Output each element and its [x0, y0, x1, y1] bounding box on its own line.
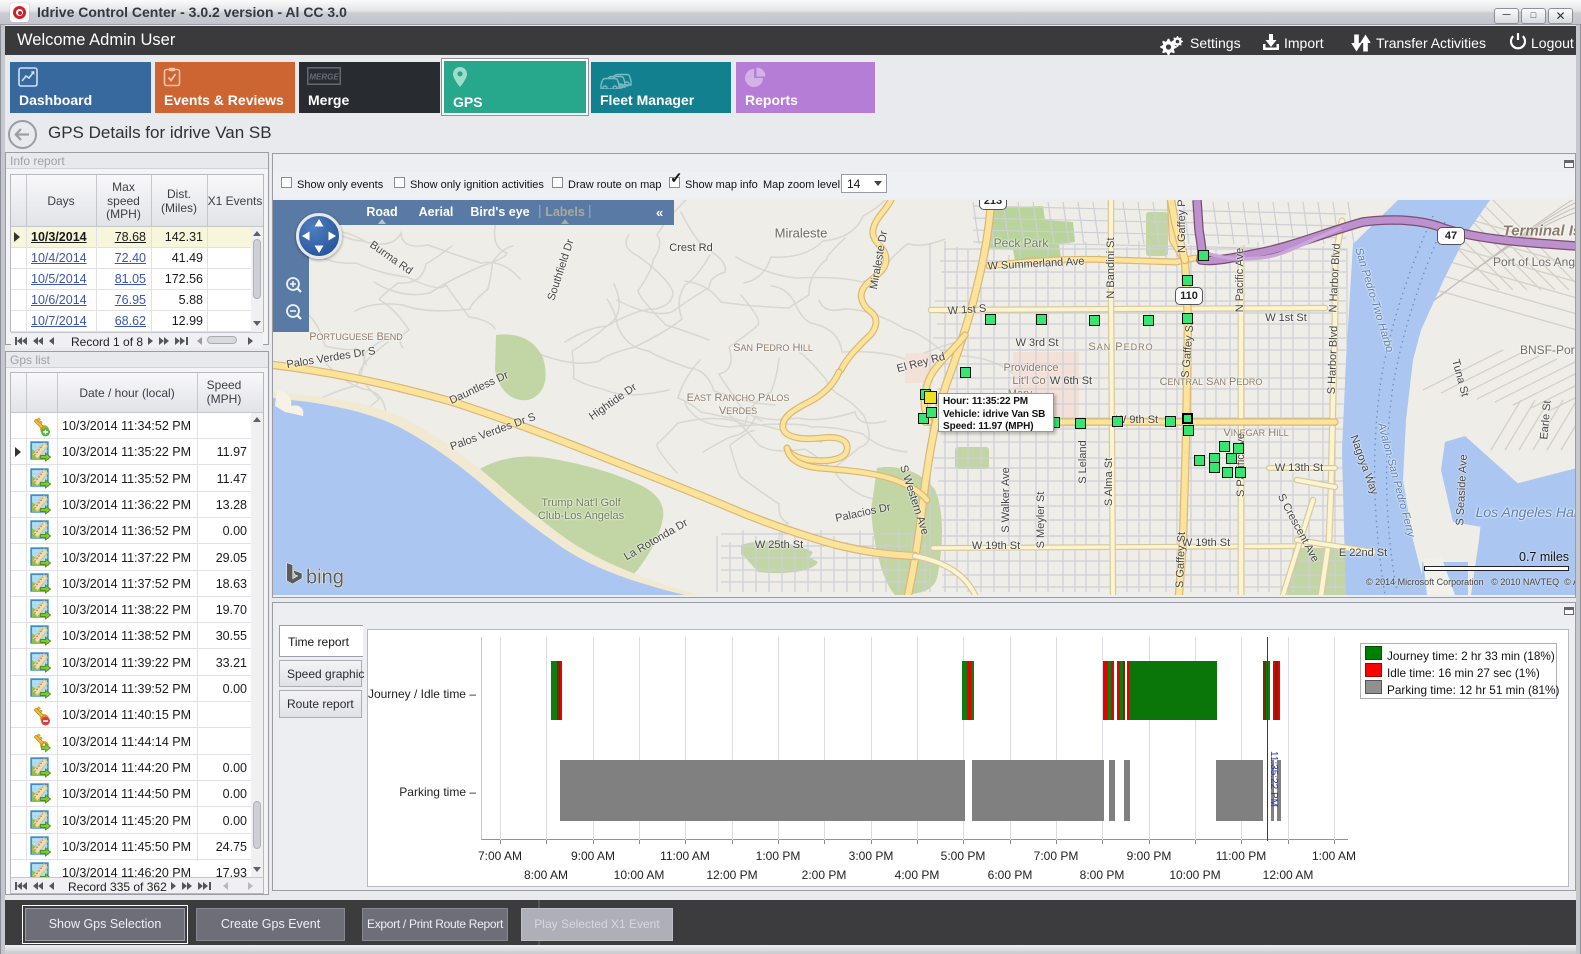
svg-text:bing: bing — [306, 567, 344, 589]
svg-text:MERGE: MERGE — [309, 73, 339, 82]
